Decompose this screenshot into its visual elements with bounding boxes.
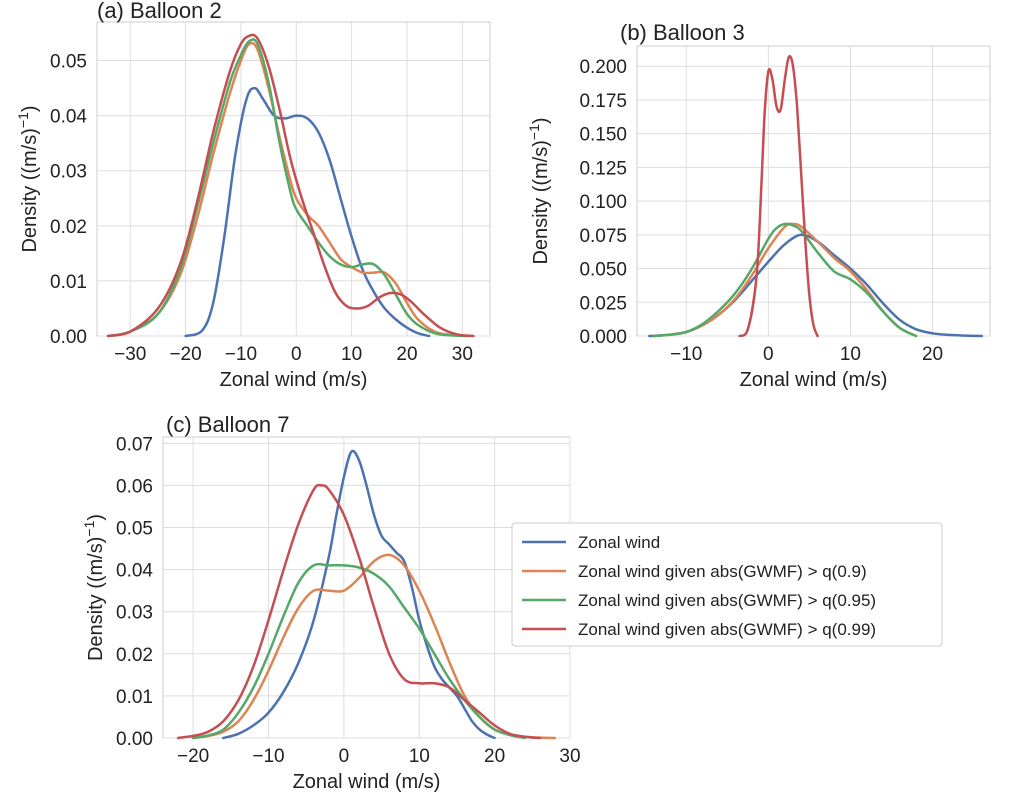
panel-title: (c) Balloon 7 (166, 412, 290, 437)
x-tick-label: −10 (252, 746, 284, 767)
panel-title: (b) Balloon 3 (620, 20, 745, 45)
x-tick-label: 10 (409, 746, 430, 767)
legend-box (511, 522, 943, 647)
y-tick-label: 0.150 (579, 125, 627, 146)
legend-label-zonal-wind: Zonal wind (578, 533, 660, 552)
legend-label-q099: Zonal wind given abs(GWMF) > q(0.99) (578, 620, 876, 639)
legend-label-q095: Zonal wind given abs(GWMF) > q(0.95) (578, 591, 876, 610)
x-tick-label: 30 (452, 344, 473, 365)
panel-balloon-3: −10 0 10 20 0.000 0.025 0.050 0.075 0.100 0.125 0.… (526, 20, 991, 391)
series-line-zonal-wind-given-abs-gwmf-q-0-9 (106, 41, 470, 338)
x-tick-label: −10 (670, 344, 702, 365)
x-axis-label: Zonal wind (m/s) (220, 369, 368, 391)
y-tick-label: 0.02 (116, 645, 153, 666)
y-axis-label: Density ((m/s)−1) (81, 514, 107, 661)
plot-area (636, 45, 991, 337)
y-axis-label-main: Density ((m/s) (85, 537, 107, 661)
y-tick-label: 0.125 (579, 158, 627, 179)
x-tick-label: 0 (763, 344, 774, 365)
x-tick-label: 30 (559, 746, 580, 767)
series-line-zonal-wind-given-abs-gwmf-q-0-95 (106, 38, 470, 338)
y-tick-label: 0.00 (116, 729, 153, 750)
y-axis-label-exponent: −1 (81, 520, 97, 536)
panel-balloon-7: −20 −10 0 10 20 30 0.00 0.01 0.02 0.03 0.04 0.05 0.0… (81, 412, 581, 793)
y-axis-label-close: ) (19, 105, 41, 112)
series-line-zonal-wind-given-abs-gwmf-q-0-99 (738, 54, 819, 338)
y-tick-label: 0.000 (579, 327, 627, 348)
x-tick-label: 20 (922, 344, 943, 365)
y-tick-label: 0.175 (579, 91, 627, 112)
y-tick-label: 0.03 (116, 603, 153, 624)
x-tick-label: 10 (341, 344, 362, 365)
y-tick-label: 0.02 (50, 217, 87, 238)
legend-label-q090: Zonal wind given abs(GWMF) > q(0.9) (578, 562, 867, 581)
y-tick-label: 0.200 (579, 57, 627, 78)
y-axis-label-exponent: −1 (526, 124, 542, 140)
y-tick-label: 0.06 (116, 476, 153, 497)
y-tick-label: 0.075 (579, 226, 627, 247)
panel-balloon-2: −30 −20 −10 0 10 20 30 0.00 0.01 0.02 0.03 0.04 0.05… (15, 0, 491, 391)
x-tick-label: 20 (484, 746, 505, 767)
y-axis-label-exponent: −1 (15, 112, 31, 128)
legend: Zonal wind Zonal wind given abs(GWMF) > … (511, 522, 943, 647)
x-tick-label: 20 (396, 344, 417, 365)
plot-area (96, 21, 491, 337)
y-tick-label: 0.03 (50, 162, 87, 183)
x-axis-label: Zonal wind (m/s) (293, 771, 441, 793)
x-tick-label: −20 (169, 344, 201, 365)
panel-title: (a) Balloon 2 (97, 0, 222, 23)
y-tick-label: 0.07 (116, 434, 153, 455)
series-line-zonal-wind (222, 449, 496, 740)
y-axis-label-close: ) (530, 117, 552, 124)
series-line-zonal-wind-given-abs-gwmf-q-0-99 (106, 33, 475, 338)
y-tick-label: 0.01 (116, 687, 153, 708)
x-axis-label: Zonal wind (m/s) (740, 369, 888, 391)
y-tick-label: 0.025 (579, 293, 627, 314)
x-tick-label: −20 (177, 746, 209, 767)
series-line-zonal-wind (184, 86, 431, 338)
y-tick-label: 0.00 (50, 327, 87, 348)
y-axis-label: Density ((m/s)−1) (526, 117, 552, 264)
x-tick-label: −10 (225, 344, 257, 365)
x-tick-label: 0 (339, 746, 350, 767)
y-tick-label: 0.050 (579, 260, 627, 281)
y-axis-label-main: Density ((m/s) (530, 140, 552, 264)
y-axis-label-main: Density ((m/s) (19, 128, 41, 252)
y-axis-label-close: ) (85, 514, 107, 521)
y-axis-label: Density ((m/s)−1) (15, 105, 41, 252)
y-tick-label: 0.01 (50, 272, 87, 293)
y-tick-label: 0.05 (116, 519, 153, 540)
series-line-zonal-wind-given-abs-gwmf-q-0-95 (652, 222, 918, 338)
y-tick-label: 0.100 (579, 192, 627, 213)
y-tick-label: 0.05 (50, 52, 87, 73)
y-tick-label: 0.04 (50, 107, 87, 128)
x-tick-label: −30 (114, 344, 146, 365)
y-tick-label: 0.04 (116, 561, 153, 582)
series-line-zonal-wind-given-abs-gwmf-q-0-99 (176, 483, 542, 740)
x-tick-label: 0 (291, 344, 302, 365)
series-line-zonal-wind-given-abs-gwmf-q-0-95 (191, 562, 527, 740)
x-tick-label: 10 (840, 344, 861, 365)
